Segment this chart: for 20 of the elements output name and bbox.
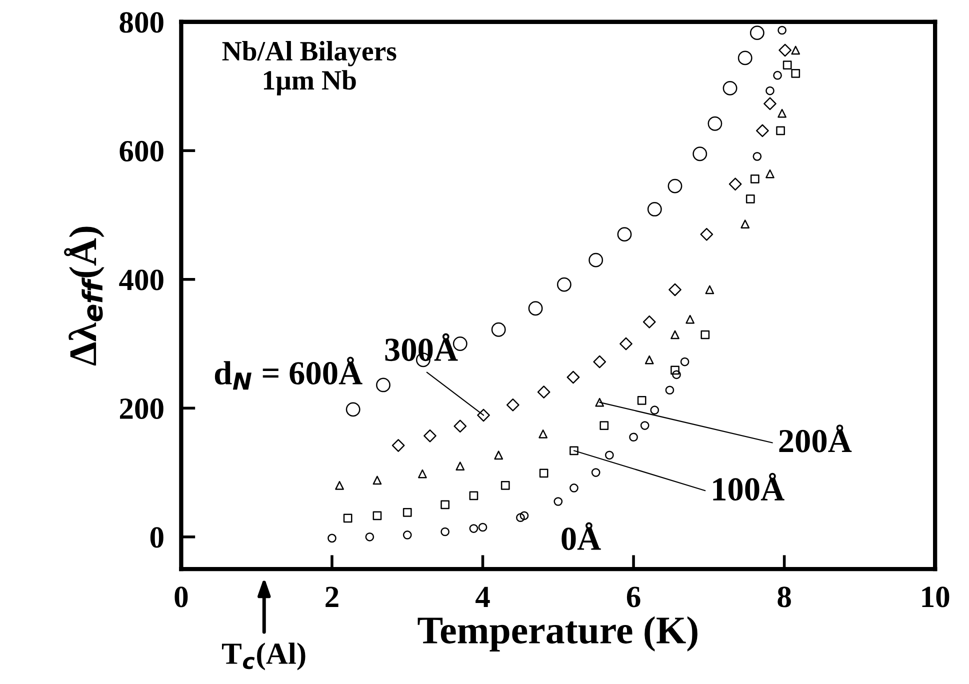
y-tick-label: 400 [119,270,164,290]
x-tick-label: 2 [326,586,338,607]
x-tick-label: 0 [174,586,188,608]
annotation: 0Å [562,522,601,550]
annotation: 300Å [385,333,458,362]
y-tick-label: 200 [120,398,164,420]
x-tick-label: 4 [476,586,490,607]
y-axis-title: Δλ$_{eff}$(Å) [64,226,104,366]
y-tick-label: 0 [150,527,164,548]
text: T$_{c}$(Al) [222,642,306,670]
x-axis-title: Temperature (K) [418,616,698,652]
y-tick-label: 800 [120,12,164,33]
x-tick-label: 8 [778,586,791,608]
text: Nb/Al Bilayers 1μm Nb [222,41,396,96]
y-tick-label: 600 [120,140,164,162]
x-tick-label: 6 [626,586,640,608]
annotation: 200Å [779,424,852,452]
annotation: d$_{N}$ = 600Å [214,356,362,390]
annotation: 100Å [713,472,784,501]
x-tick-label: 10 [922,586,950,608]
